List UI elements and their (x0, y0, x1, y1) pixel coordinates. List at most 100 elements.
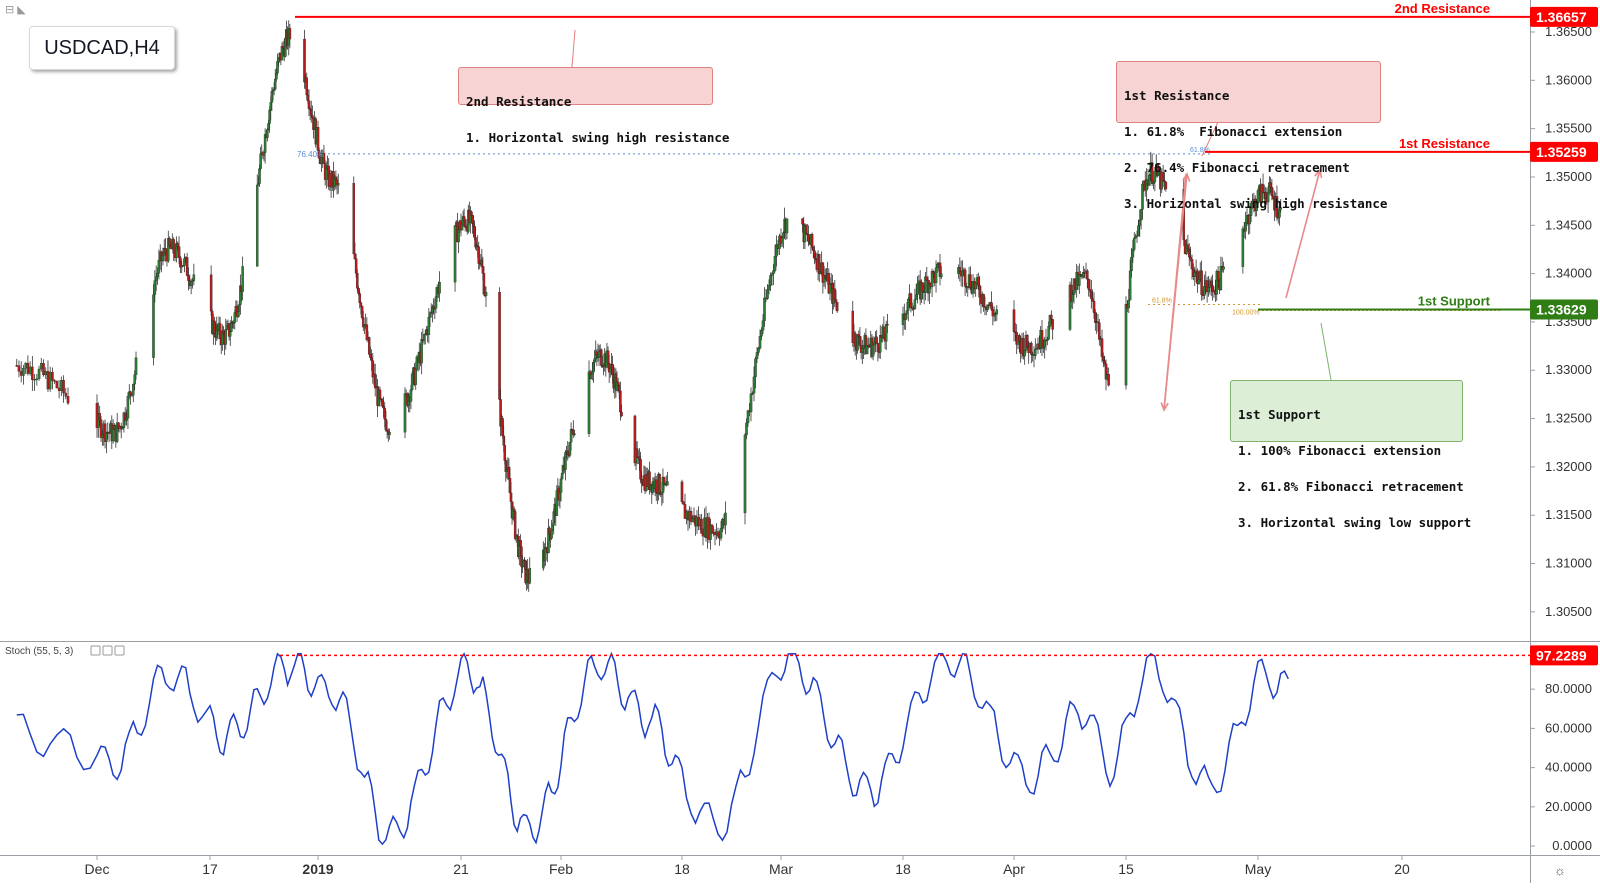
time-axis[interactable]: Dec 17 2019 21 Feb 18 Mar 18 Apr 15 May 20 (85, 856, 1410, 877)
candle-body (1207, 287, 1210, 293)
candle-body (1186, 244, 1190, 250)
first-resistance-callout[interactable]: 1st Resistance 1. 61.8% Fibonacci extens… (1116, 61, 1387, 210)
top-left-toolbar[interactable]: ⊟ ◣ (5, 3, 26, 16)
candle-body (55, 381, 59, 389)
candle-body (153, 280, 157, 295)
candle-body (882, 326, 886, 339)
candle-body (1134, 236, 1137, 239)
candle-body (453, 225, 457, 283)
horizontal-levels[interactable]: 2nd Resistance 1.36657 1st Resistance 1.… (280, 1, 1598, 666)
candle-body (28, 366, 32, 374)
candle-body (977, 277, 980, 286)
extension-arrow-up-leg[interactable] (1163, 172, 1191, 411)
candle-body (940, 273, 943, 278)
candle-body (853, 332, 857, 347)
candle-body (907, 299, 910, 311)
candle-body (509, 492, 513, 502)
candle-body (352, 183, 355, 255)
candle-body (862, 345, 865, 349)
indicator-close-icon[interactable] (114, 645, 125, 656)
time-tick-label: 15 (1118, 861, 1134, 877)
candle-body (432, 306, 435, 309)
fib-100-extension-label: 100.00% (1232, 309, 1260, 316)
candle-body (209, 274, 213, 312)
candlestick-series[interactable] (15, 20, 1282, 592)
candle-body (932, 271, 935, 274)
candle-body (1102, 356, 1105, 361)
first-support-callout[interactable]: 1st Support 1. 100% Fibonacci extension … (1230, 380, 1471, 529)
candle-body (1130, 257, 1133, 272)
candle-body (101, 434, 104, 438)
time-tick-label: 18 (674, 861, 690, 877)
candle-body (384, 419, 388, 431)
indicator-controls[interactable] (90, 645, 125, 656)
candle-body (369, 354, 372, 358)
candle-body (871, 345, 875, 357)
candle-body (1030, 342, 1033, 355)
candle-body (528, 568, 532, 584)
candle-body (152, 294, 155, 358)
candle-body (381, 399, 384, 407)
symbol-label[interactable]: USDCAD,H4 (29, 26, 175, 70)
stoch-series[interactable] (16, 651, 1289, 846)
candle-body (752, 376, 756, 394)
candle-body (1087, 279, 1090, 290)
candle-body (373, 373, 377, 389)
candle-body (353, 253, 357, 259)
candle-body (1094, 312, 1097, 323)
candle-body (807, 234, 810, 242)
stoch-tick-label: 0.0000 (1552, 838, 1592, 853)
collapse-icon[interactable]: ⊟ (5, 4, 15, 16)
candle-body (573, 433, 576, 435)
candle-body (1107, 374, 1110, 386)
candle-body (1100, 338, 1104, 357)
candle-body (757, 347, 760, 353)
candle-body (990, 302, 993, 310)
candle-body (438, 281, 441, 294)
indicator-eye-icon[interactable] (90, 645, 101, 656)
candle-body (700, 518, 703, 534)
candle-body (691, 518, 694, 522)
stoch-line[interactable] (16, 651, 1289, 846)
second-resistance-price-tag (1530, 6, 1598, 27)
second-resistance-callout[interactable]: 2nd Resistance 1. Horizontal swing high … (458, 67, 729, 144)
candle-body (17, 365, 21, 372)
candle-body (587, 371, 591, 434)
candle-body (19, 371, 23, 376)
candle-body (785, 218, 789, 234)
candle-body (132, 383, 135, 396)
candle-body (1131, 249, 1135, 258)
candle-body (185, 257, 189, 276)
candle-body (936, 264, 939, 268)
second-resistance-price-value: 1.36657 (1536, 9, 1587, 25)
candle-body (913, 299, 917, 309)
candle-body (1210, 280, 1213, 286)
candle-body (358, 293, 361, 303)
extension-arrow-second-up-leg[interactable] (1285, 168, 1323, 299)
price-tick-label: 1.30500 (1545, 604, 1592, 619)
candle-body (724, 512, 727, 526)
candle-body (1150, 162, 1154, 184)
candle-body (1241, 228, 1245, 267)
candle-body (974, 283, 977, 290)
price-tick-label: 1.35000 (1545, 169, 1592, 184)
stoch-tick-label: 80.0000 (1545, 681, 1592, 696)
stoch-axis[interactable]: 80.0000 60.0000 40.0000 20.0000 0.0000 (1530, 681, 1592, 853)
flag-icon[interactable]: ◣ (17, 4, 26, 16)
candle-body (427, 316, 431, 336)
candle-body (719, 527, 723, 539)
candle-body (780, 237, 784, 244)
time-tick-label: 2019 (302, 861, 333, 877)
price-axis[interactable]: 1.36500 1.36000 1.35500 1.35000 1.34500 1.340… (1530, 24, 1592, 619)
price-tick-label: 1.36000 (1545, 72, 1592, 87)
candle-body (1164, 181, 1168, 190)
indicator-settings-icon[interactable] (102, 645, 113, 656)
candle-body (164, 248, 167, 254)
candle-body (758, 336, 762, 349)
candle-body (1022, 338, 1025, 357)
candle-body (909, 293, 913, 308)
settings-gear-icon[interactable]: ☼ (1554, 863, 1566, 878)
indicator-legend[interactable]: Stoch (55, 5, 3) (5, 646, 73, 657)
candle-body (1200, 270, 1203, 295)
